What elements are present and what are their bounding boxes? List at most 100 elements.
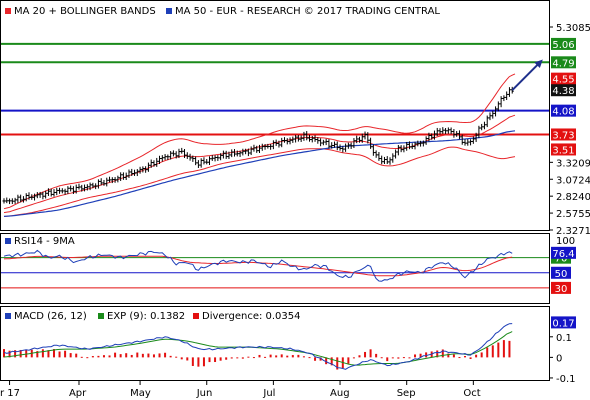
legend-exp-label: EXP (9): 0.1382 bbox=[107, 311, 185, 322]
macd-panel: 0.1 0 -0.1 0.17 MACD (26, 12) EXP (9): 0.1382… bbox=[3, 311, 576, 385]
macd-value-tag-bg bbox=[551, 316, 576, 329]
divergence-bar bbox=[25, 349, 28, 358]
ma50-line bbox=[3, 130, 516, 217]
divergence-bar bbox=[214, 357, 217, 363]
x-tick-label-Apr: Apr bbox=[69, 388, 87, 399]
divergence-bar bbox=[175, 356, 178, 358]
divergence-bar bbox=[164, 352, 167, 358]
divergence-bar bbox=[36, 351, 39, 358]
divergence-bar bbox=[319, 357, 322, 361]
divergence-bar bbox=[64, 350, 67, 358]
divergence-bar bbox=[364, 351, 367, 358]
divergence-bar bbox=[41, 349, 44, 358]
divergence-bar bbox=[475, 354, 478, 358]
macd-line bbox=[3, 323, 513, 370]
divergence-bar bbox=[458, 357, 461, 359]
bollinger-lower-line bbox=[3, 146, 516, 217]
divergence-bar bbox=[275, 355, 278, 358]
legend-exp-swatch bbox=[98, 313, 104, 319]
rsi-value-tag: 76.4 bbox=[552, 249, 574, 260]
divergence-bar bbox=[8, 350, 11, 358]
forecast-arrow-line bbox=[511, 61, 541, 91]
price-y-tick-label: 2.3271 bbox=[556, 226, 590, 237]
x-tick-label-r-17: r 17 bbox=[0, 388, 20, 399]
legend-macd-label: MACD (26, 12) bbox=[14, 311, 87, 322]
rsi-line bbox=[3, 249, 513, 282]
x-tick-label-Jun: Jun bbox=[196, 388, 213, 399]
divergence-bar bbox=[119, 354, 122, 358]
legend-ma20-label: MA 20 + BOLLINGER BANDS bbox=[14, 6, 156, 17]
value-tag-4.55: 4.55 bbox=[552, 75, 574, 86]
divergence-bar bbox=[69, 353, 72, 358]
price-y-tick-label: 3.0724 bbox=[556, 175, 590, 186]
level-tag-3.73-bg bbox=[551, 128, 576, 141]
divergence-bar bbox=[125, 353, 128, 358]
legend-rsi-swatch bbox=[5, 238, 11, 244]
divergence-bar bbox=[402, 357, 405, 359]
x-tick-label-Aug: Aug bbox=[330, 388, 350, 399]
price-y-tick-label: 5.3085 bbox=[556, 23, 590, 34]
divergence-bar bbox=[497, 342, 500, 358]
divergence-bar bbox=[358, 355, 361, 358]
divergence-bar bbox=[464, 356, 467, 358]
divergence-bar bbox=[425, 352, 428, 358]
divergence-bar bbox=[308, 357, 311, 359]
divergence-bar bbox=[330, 357, 333, 366]
rsi-value-tag-bg bbox=[551, 246, 576, 259]
divergence-bar bbox=[291, 355, 294, 358]
divergence-bar bbox=[80, 356, 83, 358]
divergence-bar bbox=[386, 357, 389, 362]
rsi-panel-frame bbox=[0, 233, 550, 304]
macd-panel-frame bbox=[0, 306, 550, 381]
divergence-bar bbox=[297, 354, 300, 358]
divergence-bar bbox=[280, 354, 283, 358]
divergence-bar bbox=[502, 340, 505, 358]
divergence-bar bbox=[347, 357, 350, 364]
legend-macd-swatch bbox=[5, 313, 11, 319]
divergence-bar bbox=[141, 353, 144, 358]
rsi-tick-label-100: 100 bbox=[556, 236, 575, 247]
macd-value-tag: 0.17 bbox=[552, 318, 574, 329]
divergence-bar bbox=[241, 357, 244, 359]
divergence-bar bbox=[441, 349, 444, 358]
divergence-bar bbox=[91, 356, 94, 358]
divergence-bar bbox=[397, 357, 400, 359]
value-tag-3.51: 3.51 bbox=[552, 145, 574, 156]
rsi-tag-50-bg bbox=[551, 266, 571, 279]
divergence-bar bbox=[375, 353, 378, 358]
divergence-bar bbox=[86, 357, 89, 359]
legend-divergence-label: Divergence: 0.0354 bbox=[202, 311, 301, 322]
divergence-bar bbox=[491, 345, 494, 358]
divergence-bar bbox=[19, 349, 22, 358]
macd-y-tick-label: 0.1 bbox=[556, 333, 572, 344]
rsi-tick-label-70: 70 bbox=[555, 254, 568, 265]
divergence-bar bbox=[202, 357, 205, 367]
divergence-bar bbox=[436, 350, 439, 358]
forecast-arrow-head bbox=[534, 59, 543, 68]
divergence-bar bbox=[97, 355, 100, 358]
x-tick-label-Sep: Sep bbox=[397, 388, 416, 399]
divergence-bar bbox=[191, 357, 194, 366]
price-panel-frame bbox=[0, 0, 550, 231]
level-tag-4.79: 4.79 bbox=[552, 58, 574, 69]
value-tag-3.51-bg bbox=[551, 143, 576, 156]
divergence-bar bbox=[325, 357, 328, 365]
macd-y-tick-label: -0.1 bbox=[556, 374, 576, 385]
divergence-bar bbox=[369, 349, 372, 358]
level-tag-4.79-bg bbox=[551, 56, 576, 69]
divergence-bar bbox=[3, 349, 5, 358]
divergence-bar bbox=[414, 354, 417, 358]
level-tag-3.73: 3.73 bbox=[552, 130, 574, 141]
divergence-bar bbox=[186, 357, 189, 361]
panel-frames bbox=[0, 0, 550, 381]
divergence-bar bbox=[180, 357, 183, 360]
divergence-bar bbox=[258, 354, 261, 358]
divergence-bar bbox=[102, 355, 105, 358]
divergence-bar bbox=[236, 357, 239, 359]
divergence-bar bbox=[114, 352, 117, 358]
price-panel: 5.06 4.79 4.08 3.73 4.554.38 3.51 5.3085 3.3209… bbox=[1, 6, 590, 237]
divergence-bar bbox=[136, 352, 139, 358]
divergence-bar bbox=[225, 357, 228, 360]
x-axis: r 17 Apr May Jun Jul Aug Sep Oct bbox=[0, 380, 481, 399]
